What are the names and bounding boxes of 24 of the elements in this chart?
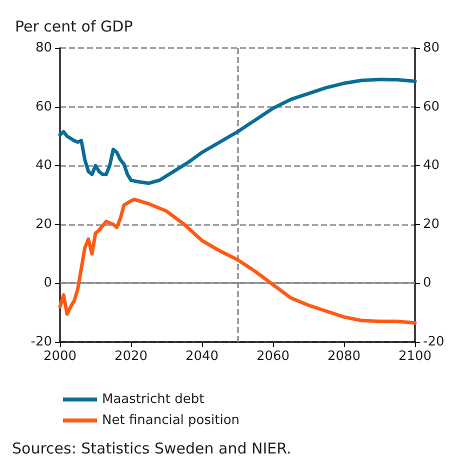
x-tick-label: 2080 [327, 349, 361, 364]
y2-tick-label: 20 [423, 216, 440, 232]
legend-label: Net financial position [102, 413, 240, 428]
y-tick-label: 40 [35, 158, 52, 174]
legend-label: Maastricht debt [102, 392, 204, 407]
line-series [58, 198, 417, 325]
y2-tick-label: -20 [423, 334, 444, 350]
x-tick-label: 2000 [43, 349, 77, 364]
y-tick-label: 60 [35, 99, 52, 114]
y2-tick-label: 0 [423, 276, 432, 291]
y-axis-title: Per cent of GDP [15, 18, 133, 36]
x-tick-label: 2020 [114, 349, 148, 364]
x-tick-label: 2060 [256, 349, 290, 364]
y-tick-label: 80 [35, 40, 52, 56]
x-tick-label: 2040 [185, 349, 219, 364]
source-note: Sources: Statistics Sweden and NIER. [12, 440, 292, 458]
y2-tick-label: 40 [423, 158, 440, 174]
y-tick-label: -20 [30, 334, 52, 350]
line-series [58, 78, 417, 185]
y2-tick-label: 60 [423, 99, 440, 114]
y2-tick-label: 80 [423, 40, 440, 56]
y-tick-label: 20 [35, 216, 52, 232]
x-tick-label: 2100 [398, 349, 432, 364]
y-tick-label: 0 [44, 276, 52, 291]
